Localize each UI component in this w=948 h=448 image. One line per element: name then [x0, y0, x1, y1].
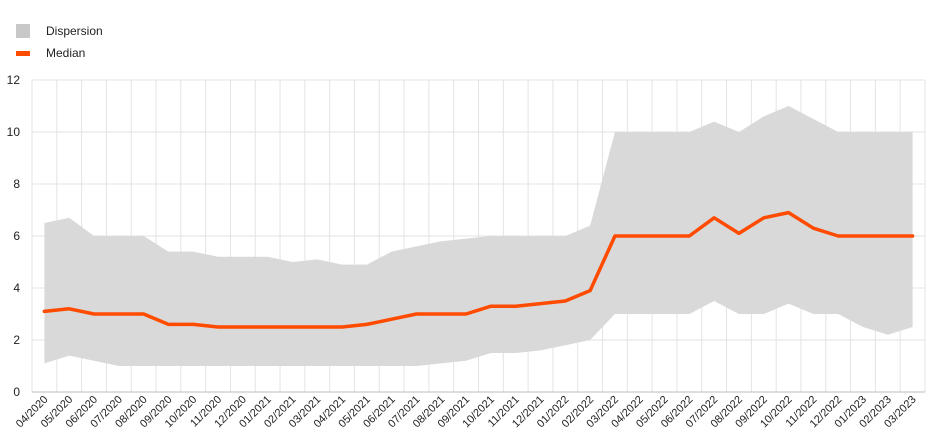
dispersion-band-layer	[44, 106, 913, 366]
dispersion-band	[44, 106, 913, 366]
median-line-layer	[42, 210, 915, 329]
y-tick-label: 0	[13, 385, 20, 399]
y-tick-label: 6	[13, 229, 20, 243]
legend: Dispersion Median	[16, 20, 103, 64]
y-tick-label: 10	[7, 125, 21, 139]
y-axis: 0 2 4 6 8 10 12	[7, 73, 21, 399]
legend-label-median: Median	[46, 46, 86, 60]
y-tick-label: 12	[7, 73, 21, 87]
median-swatch	[16, 50, 30, 56]
dispersion-swatch	[16, 24, 30, 38]
legend-label-dispersion: Dispersion	[46, 24, 103, 38]
y-tick-label: 4	[13, 281, 20, 295]
x-axis: 04/202005/202006/202007/202008/202009/20…	[14, 394, 919, 431]
legend-item-median: Median	[16, 42, 103, 64]
median-line	[42, 210, 915, 329]
y-tick-label: 2	[13, 333, 20, 347]
legend-item-dispersion: Dispersion	[16, 20, 103, 42]
y-tick-label: 8	[13, 177, 20, 191]
